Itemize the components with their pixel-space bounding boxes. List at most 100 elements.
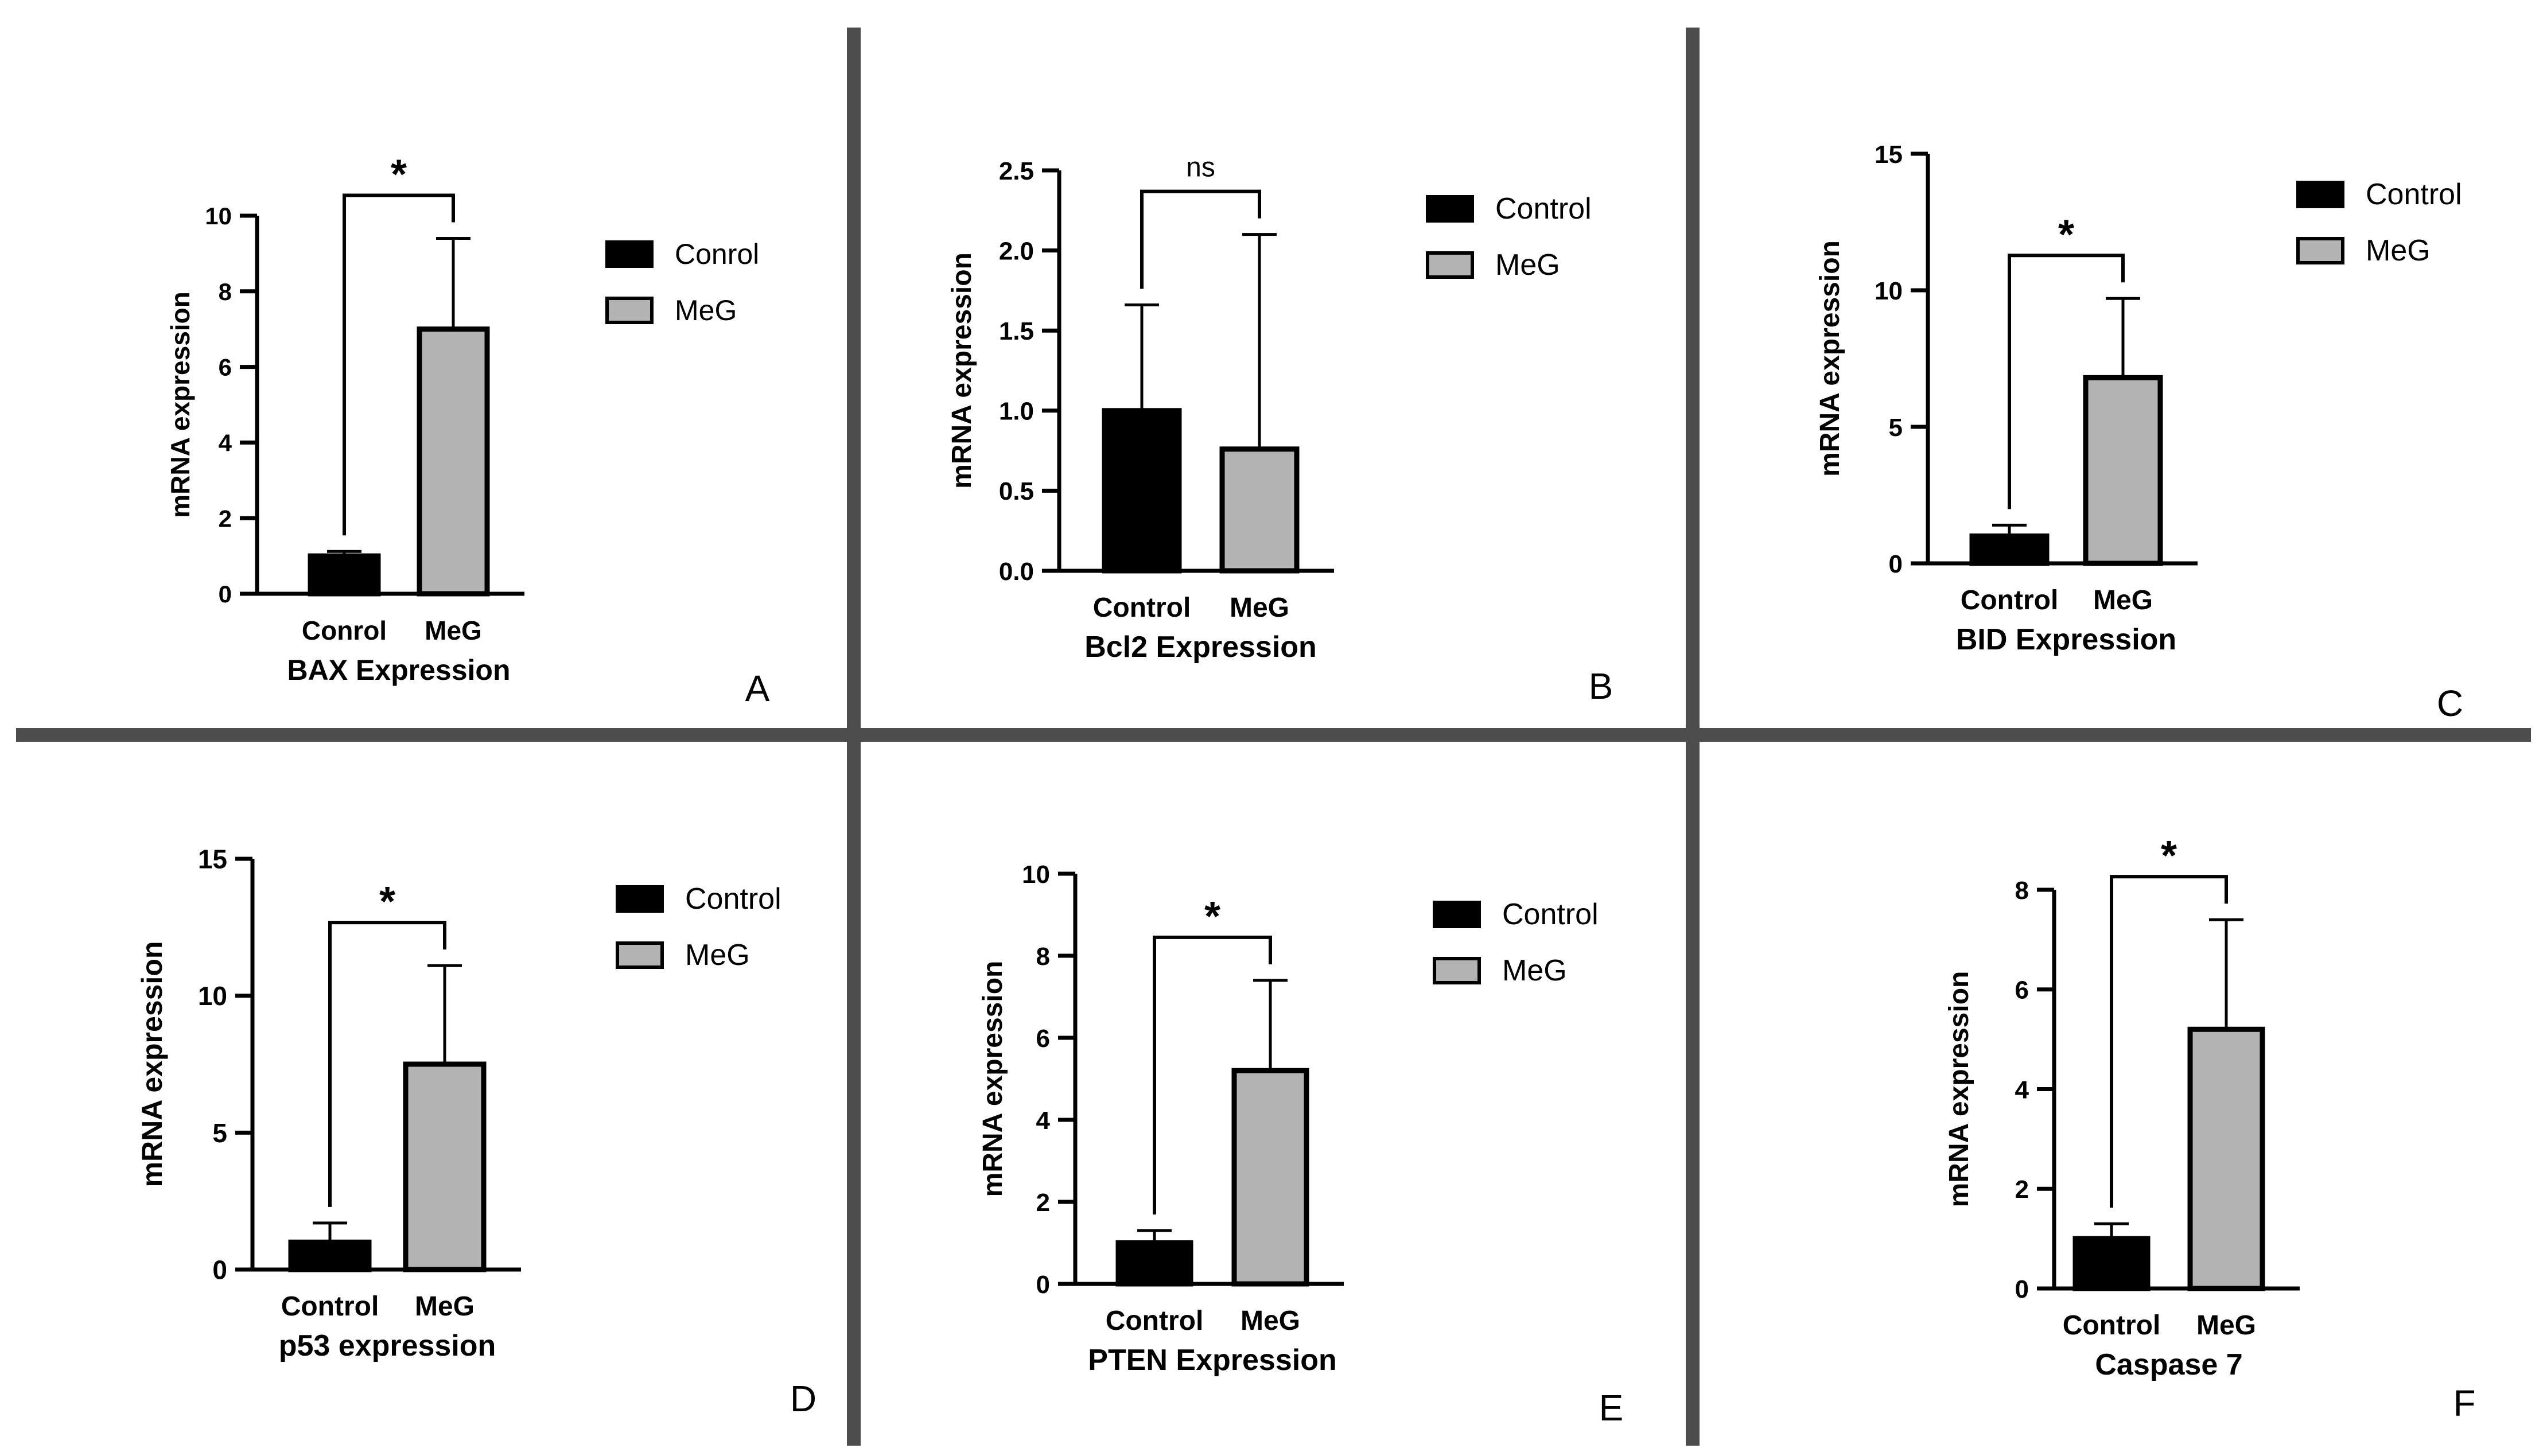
y-axis-label: mRNA expression	[1944, 971, 1974, 1208]
bar-control	[1969, 533, 2050, 566]
y-tick-label: 8	[1036, 943, 1050, 971]
y-tick-label: 4	[2015, 1076, 2029, 1104]
y-tick-label: 10	[1022, 861, 1050, 889]
legend-label-control: Control	[685, 882, 781, 916]
x-tick-label-control: Conrol	[302, 616, 387, 645]
significance-label: *	[391, 152, 407, 198]
significance-bracket	[2008, 254, 2125, 509]
x-tick-label-meg: MeG	[415, 1291, 475, 1322]
significance-bracket	[1140, 189, 1261, 289]
y-tick-label: 0	[1889, 550, 1903, 578]
significance-label: *	[2161, 833, 2177, 879]
bar-control	[308, 553, 381, 597]
x-tick-label-meg: MeG	[2093, 585, 2153, 616]
significance-label: *	[2058, 212, 2074, 258]
panel-e: 0 2 4 6 8 10 mRNA expression Control MeG * PTEN Ex…	[978, 861, 1623, 1428]
y-tick-label: 0	[1036, 1271, 1050, 1299]
legend-swatch-control	[1426, 195, 1474, 223]
y-axis-label: mRNA expression	[1815, 240, 1845, 477]
y-tick-label: 2.5	[999, 157, 1034, 185]
legend-label-control: Control	[1495, 192, 1592, 225]
y-tick-label: 0	[2015, 1275, 2029, 1303]
y-tick-label: 5	[1889, 414, 1903, 442]
y-tick-label: 8	[2015, 877, 2029, 905]
y-tick-label: 8	[219, 278, 232, 305]
legend-label-meg: MeG	[1495, 248, 1560, 282]
legend-swatch-meg	[616, 941, 664, 969]
y-tick-label: 2	[2015, 1175, 2029, 1204]
legend-label-meg: MeG	[685, 939, 750, 972]
legend-swatch-meg	[2296, 237, 2344, 264]
horizontal-divider	[16, 728, 2531, 742]
panel-title: Bcl2 Expression	[1084, 630, 1317, 664]
y-tick-label: 6	[1036, 1025, 1050, 1053]
x-tick-label-control: Control	[1106, 1306, 1204, 1336]
bar-meg	[2187, 1026, 2265, 1291]
panel-title: Caspase 7	[2095, 1348, 2242, 1381]
bar-meg	[417, 326, 490, 597]
y-tick-label: 1.5	[999, 317, 1034, 345]
y-tick-label: 15	[1875, 141, 1903, 169]
panel-a: 0 2 4 6 8 10 mRNA expression Conrol MeG * BAX Expr…	[165, 152, 770, 709]
panel-b: 0.0 0.5 1.0 1.5 2.0 2.5 mRNA expression Control…	[947, 153, 1613, 707]
legend-swatch-meg	[1433, 957, 1481, 984]
y-axis-label: mRNA expression	[978, 961, 1008, 1197]
legend-label-control: Conrol	[675, 238, 759, 270]
legend-swatch-control	[1433, 901, 1481, 928]
panel-letter: E	[1599, 1387, 1624, 1428]
y-tick-label: 2.0	[999, 237, 1034, 265]
y-axis-label: mRNA expression	[947, 252, 977, 489]
x-tick-label-control: Control	[281, 1291, 379, 1322]
legend: Control MeG	[616, 882, 781, 972]
y-tick-label: 4	[1036, 1107, 1051, 1135]
x-tick-label-control: Control	[1961, 585, 2059, 616]
bar-meg	[1231, 1068, 1309, 1287]
y-tick-label: 0.5	[999, 477, 1034, 505]
y-tick-label: 10	[1875, 277, 1903, 305]
significance-bracket	[328, 921, 446, 1207]
y-tick-label: 2	[219, 505, 232, 532]
significance-label: ns	[1186, 153, 1215, 183]
legend-swatch-control	[616, 885, 664, 913]
significance-bracket	[2110, 875, 2228, 1208]
y-tick-label: 5	[212, 1118, 227, 1148]
y-tick-label: 6	[2015, 976, 2029, 1005]
panel-letter: F	[2453, 1383, 2475, 1424]
legend: Control MeG	[1426, 192, 1592, 282]
panel-c: 0 5 10 15 mRNA expression Control MeG * BID Expr…	[1815, 141, 2463, 724]
panel-title: p53 expression	[279, 1329, 496, 1362]
panel-title: BID Expression	[1956, 623, 2176, 656]
y-tick-label: 0	[219, 581, 232, 608]
y-tick-label: 2	[1036, 1189, 1050, 1217]
bar-control	[1102, 408, 1182, 574]
panel-d: 0 5 10 15 mRNA expression Control MeG * p53 expr…	[136, 844, 816, 1419]
legend: Control MeG	[2296, 178, 2462, 267]
bar-control	[2072, 1236, 2151, 1291]
y-tick-label: 0.0	[999, 558, 1034, 586]
y-axis-label: mRNA expression	[165, 291, 195, 518]
legend-swatch-control	[2296, 181, 2344, 208]
panel-title: BAX Expression	[287, 654, 510, 686]
x-tick-label-control: Control	[2063, 1310, 2161, 1341]
y-tick-label: 15	[198, 844, 227, 874]
legend-label-meg: MeG	[675, 294, 737, 326]
panel-letter: B	[1589, 665, 1613, 707]
legend-label-meg: MeG	[1502, 954, 1567, 987]
significance-label: *	[1204, 894, 1220, 940]
bar-meg	[1219, 446, 1300, 574]
panel-letter: D	[790, 1378, 816, 1419]
bar-meg	[2083, 375, 2163, 566]
y-tick-label: 4	[219, 430, 232, 457]
legend-swatch-meg	[605, 297, 654, 324]
bar-meg	[403, 1061, 487, 1272]
y-tick-label: 6	[219, 354, 232, 381]
x-tick-label-control: Control	[1093, 593, 1191, 623]
legend: Control MeG	[1433, 898, 1599, 987]
y-tick-label: 1.0	[999, 398, 1034, 426]
legend-label-meg: MeG	[2366, 234, 2431, 267]
x-tick-label-meg: MeG	[1230, 593, 1289, 623]
significance-label: *	[379, 879, 395, 925]
panel-letter: C	[2437, 683, 2463, 724]
y-tick-label: 0	[212, 1255, 227, 1285]
